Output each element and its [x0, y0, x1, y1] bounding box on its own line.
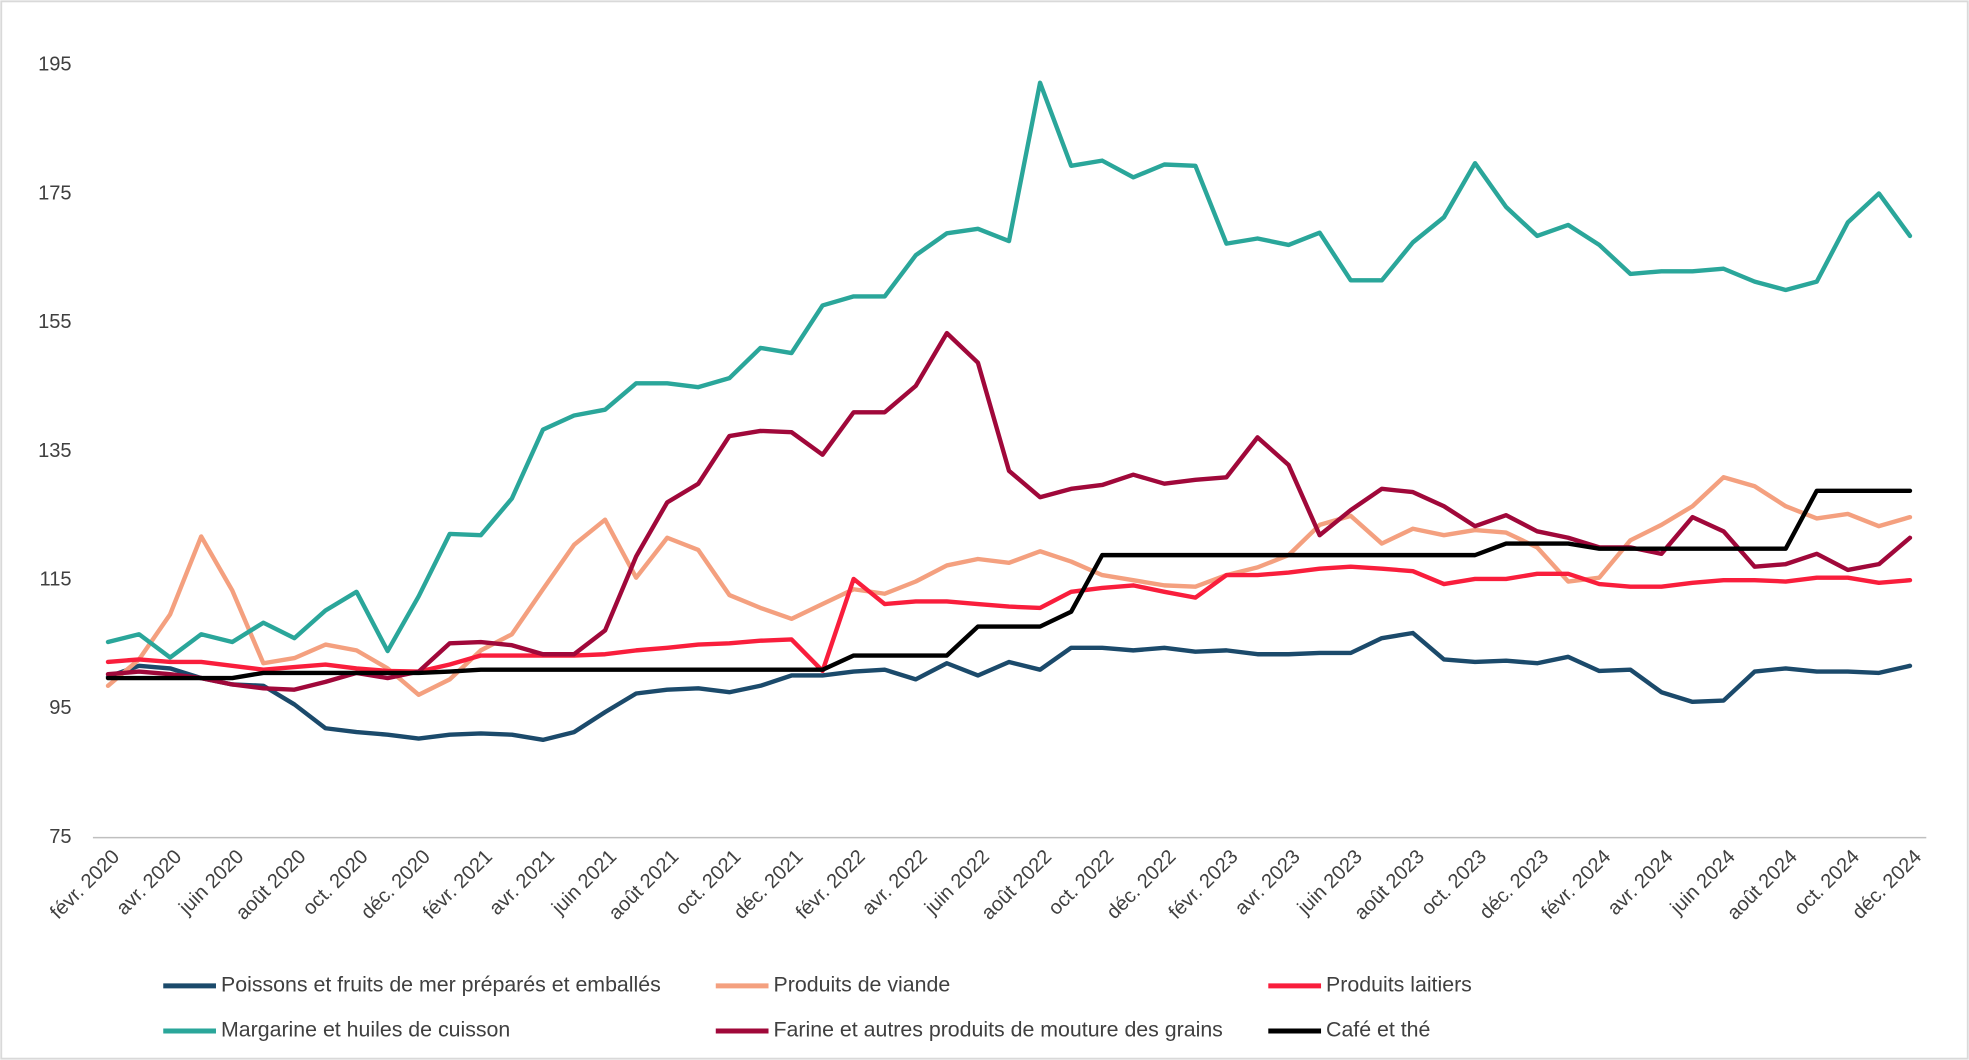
series-line [105, 488, 1913, 681]
y-tick-label: 135 [38, 440, 72, 462]
series-line [105, 80, 1913, 660]
legend-label: Café et thé [1326, 1018, 1430, 1042]
legend-label: Poissons et fruits de mer préparés et em… [221, 972, 661, 996]
y-tick-label: 195 [38, 54, 72, 76]
y-tick-label: 155 [38, 311, 72, 333]
series-line [105, 630, 1913, 743]
legend-label: Farine et autres produits de mouture des… [774, 1018, 1223, 1042]
legend-label: Produits de viande [774, 972, 951, 996]
y-tick-label: 75 [49, 826, 71, 848]
y-tick-label: 115 [40, 569, 72, 591]
y-tick-label: 95 [49, 697, 71, 719]
legend-label: Produits laitiers [1326, 972, 1472, 996]
y-tick-label: 175 [38, 182, 72, 204]
series-line [105, 475, 1913, 697]
legend-label: Margarine et huiles de cuisson [221, 1018, 510, 1042]
